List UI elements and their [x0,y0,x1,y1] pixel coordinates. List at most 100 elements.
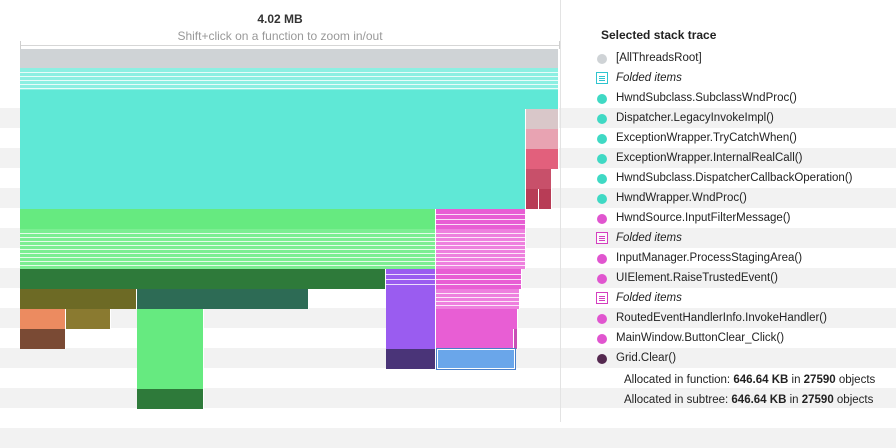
frame-purple[interactable] [386,289,436,309]
fold-separator [386,274,436,275]
frame-color-dot-icon [597,94,607,104]
fold-separator [20,249,436,250]
frame-dark-green[interactable] [137,389,204,409]
trace-label: HwndSubclass.DispatcherCallbackOperation… [616,172,853,184]
trace-folded-item[interactable]: Folded items [561,289,896,309]
frame-dark-purple[interactable] [386,349,436,369]
fold-separator [386,284,436,285]
fold-separator [436,305,520,306]
frame-cyan[interactable] [20,109,526,129]
trace-frame[interactable]: ExceptionWrapper.TryCatchWhen() [561,129,896,149]
trace-label: HwndSource.InputFilterMessage() [616,212,791,224]
frame-color-dot-icon [597,54,607,64]
frame-small[interactable] [526,149,559,169]
trace-label: InputManager.ProcessStagingArea() [616,252,803,264]
trace-label: UIElement.RaiseTrustedEvent() [616,272,778,284]
folded-icon [596,72,608,84]
stack-trace-panel: Selected stack trace [AllThreadsRoot] Fol… [561,0,896,422]
trace-frame[interactable]: Grid.Clear() [561,349,896,369]
fold-separator [436,279,522,280]
frame-green[interactable] [137,369,204,389]
fold-separator [20,88,559,89]
frame-color-dot-icon [597,134,607,144]
frame-cyan[interactable] [20,90,559,109]
trace-frame[interactable]: [AllThreadsRoot] [561,49,896,69]
fold-separator [436,219,526,220]
panel-title: Selected stack trace [601,28,717,42]
trace-frame[interactable]: Dispatcher.LegacyInvokeImpl() [561,109,896,129]
frame-pink-small[interactable] [514,329,518,349]
trace-label: Folded items [616,292,682,304]
allocated-in-subtree: Allocated in subtree: 646.64 KB in 27590… [624,394,874,406]
row-band [0,428,896,448]
frame-pink[interactable] [436,289,520,309]
frame-pink[interactable] [436,329,514,349]
frame-color-dot-icon [597,154,607,164]
frame-cyan[interactable] [20,169,526,189]
total-size: 4.02 MB [257,12,303,26]
frame-small[interactable] [526,169,552,189]
frame-cyan[interactable] [20,149,526,169]
frame-brown[interactable] [20,329,66,349]
frame-small[interactable] [539,189,552,209]
fold-separator [436,293,520,294]
trace-folded-item[interactable]: Folded items [561,69,896,89]
fold-separator [436,214,526,215]
frame-orange[interactable] [20,309,66,329]
fold-separator [436,301,520,302]
frame-green[interactable] [137,329,204,349]
fold-separator [436,249,526,250]
folded-icon [596,292,608,304]
ruler-tick [20,41,21,49]
fold-separator [20,237,436,238]
trace-label: Grid.Clear() [616,352,677,364]
frame-purple[interactable] [386,309,436,329]
frame-green[interactable] [137,309,204,329]
frame-pink[interactable] [436,309,518,329]
trace-folded-item[interactable]: Folded items [561,229,896,249]
frame-green[interactable] [137,349,204,369]
fold-separator [20,84,559,85]
selected-frame[interactable] [436,348,516,370]
trace-frame[interactable]: ExceptionWrapper.InternalRealCall() [561,149,896,169]
fold-separator [436,284,522,285]
frame-color-dot-icon [597,214,607,224]
trace-frame[interactable]: HwndWrapper.WndProc() [561,189,896,209]
trace-frame[interactable]: MainWindow.ButtonClear_Click() [561,329,896,349]
frame-small[interactable] [526,189,539,209]
frame-dark-green[interactable] [20,269,386,289]
trace-frame[interactable]: RoutedEventHandlerInfo.InvokeHandler() [561,309,896,329]
trace-frame[interactable]: InputManager.ProcessStagingArea() [561,249,896,269]
fold-separator [436,261,526,262]
trace-frame[interactable]: UIElement.RaiseTrustedEvent() [561,269,896,289]
fold-separator [436,241,526,242]
frame-cyan[interactable] [20,129,526,149]
frame-small[interactable] [526,109,559,129]
trace-label: ExceptionWrapper.InternalRealCall() [616,152,803,164]
row-band [0,388,896,408]
frame-teal[interactable] [137,289,309,309]
trace-frame[interactable]: HwndSource.InputFilterMessage() [561,209,896,229]
fold-separator [436,237,526,238]
frame-color-dot-icon [597,354,607,364]
trace-frame[interactable]: HwndSubclass.SubclassWndProc() [561,89,896,109]
fold-separator [436,245,526,246]
root-frame[interactable] [20,49,559,68]
fold-separator [436,257,526,258]
fold-separator [436,265,526,266]
trace-label: HwndWrapper.WndProc() [616,192,747,204]
frame-color-dot-icon [597,174,607,184]
frame-color-dot-icon [597,334,607,344]
frame-purple[interactable] [386,329,436,349]
frame-cyan[interactable] [20,189,526,209]
frame-olive-light[interactable] [66,309,111,329]
trace-frame[interactable]: HwndSubclass.DispatcherCallbackOperation… [561,169,896,189]
frame-green[interactable] [20,209,436,229]
frame-olive[interactable] [20,289,137,309]
ruler [20,45,560,46]
fold-separator [436,233,526,234]
fold-separator [20,76,559,77]
frame-color-dot-icon [597,114,607,124]
frame-small[interactable] [526,129,559,149]
folded-icon [596,232,608,244]
